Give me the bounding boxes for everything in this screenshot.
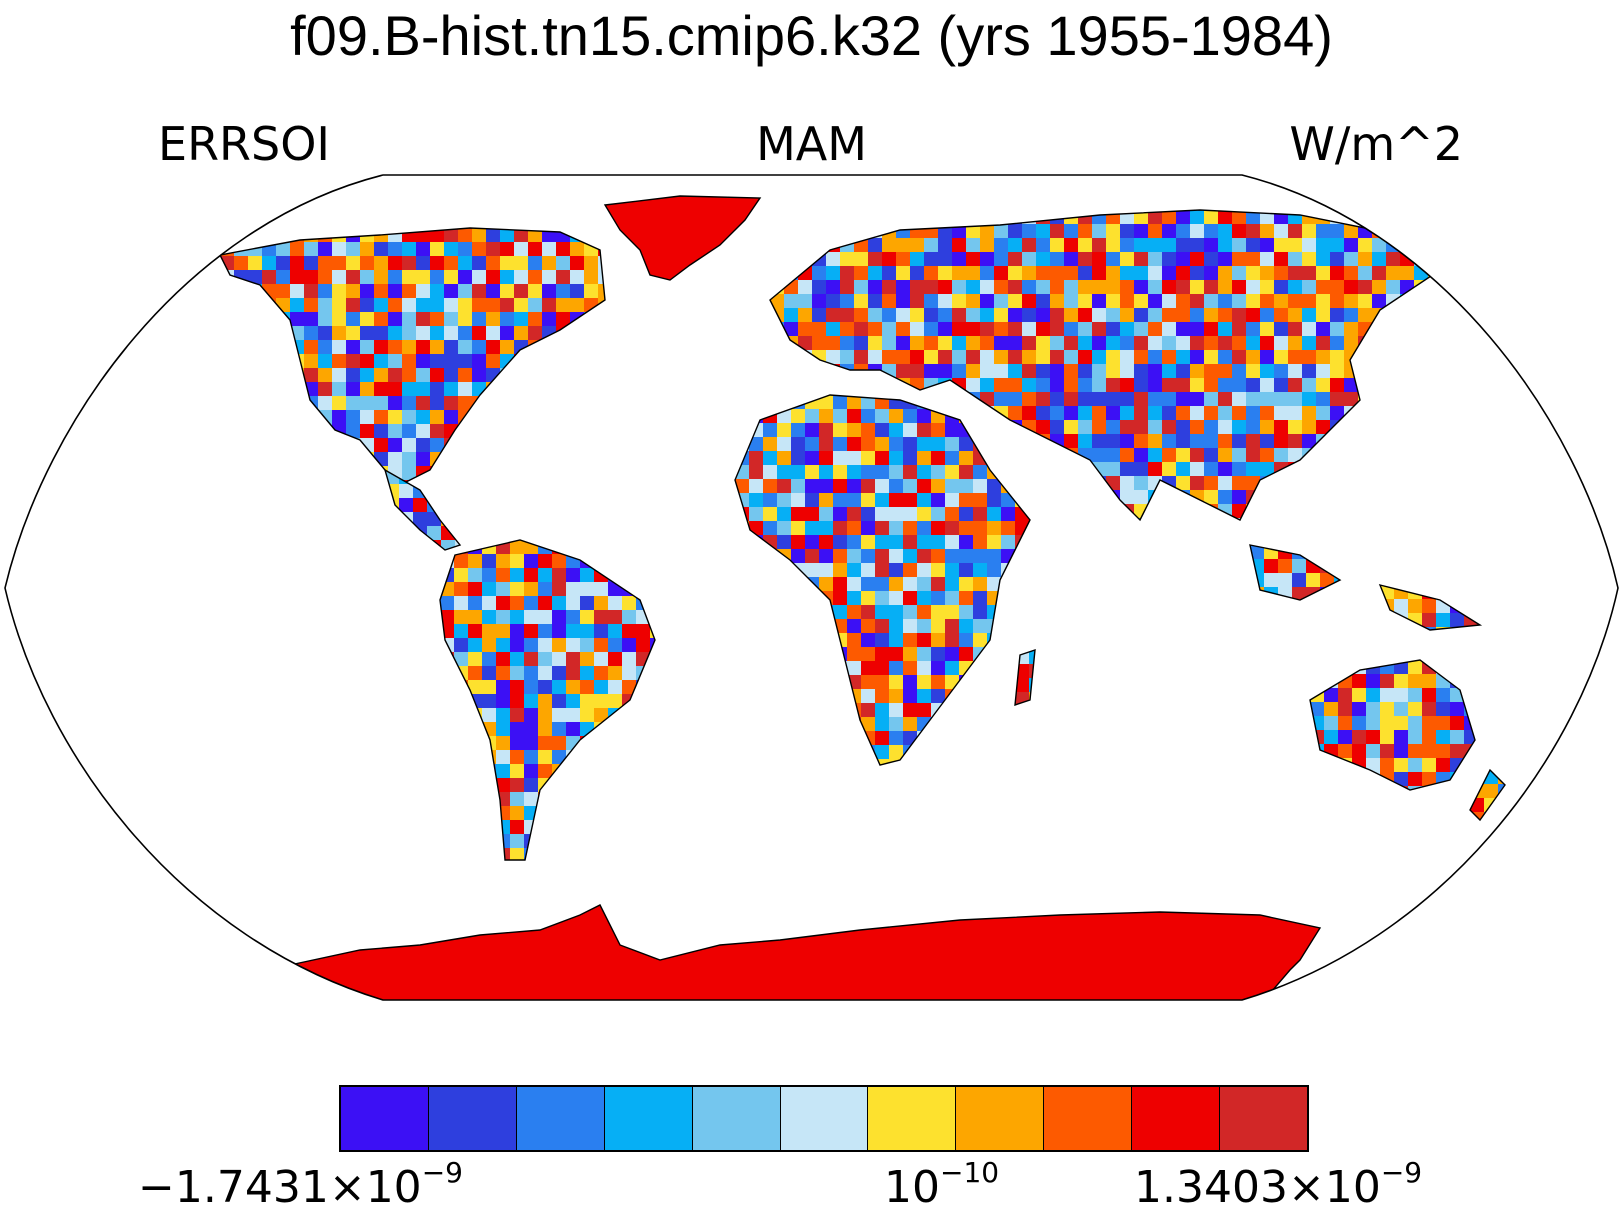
land-field bbox=[218, 195, 1506, 1000]
coastline bbox=[1309, 659, 1476, 791]
colorbar-box bbox=[428, 1087, 517, 1150]
colorbar-label-mantissa: 10 bbox=[884, 1162, 940, 1213]
colorbar-box bbox=[956, 1087, 1045, 1150]
coastline bbox=[1014, 648, 1036, 707]
continent-field bbox=[735, 395, 1030, 765]
coastline bbox=[769, 209, 1442, 522]
colorbar bbox=[339, 1085, 1309, 1152]
globe-outline bbox=[4, 174, 1619, 1001]
colorbar-max-label: 1.3403×10−9 bbox=[1134, 1159, 1422, 1216]
continent-field bbox=[220, 228, 605, 485]
coastline bbox=[439, 539, 656, 861]
greenland bbox=[603, 195, 762, 281]
colorbar-box bbox=[604, 1087, 693, 1150]
colorbar-label-mantissa: −1.7431×10 bbox=[138, 1162, 422, 1213]
colorbar-label-exponent: −9 bbox=[1380, 1156, 1423, 1189]
colorbar-label-exponent: −10 bbox=[940, 1156, 1000, 1189]
colorbar-box bbox=[1220, 1087, 1307, 1150]
colorbar-box bbox=[1044, 1087, 1133, 1150]
plot-title: f09.B-hist.tn15.cmip6.k32 (yrs 1955-1984… bbox=[290, 4, 1333, 67]
coastline bbox=[218, 227, 606, 486]
colorbar-box bbox=[1132, 1087, 1221, 1150]
continent-field bbox=[1250, 545, 1340, 600]
coastline bbox=[1469, 768, 1506, 822]
colorbar-label-exponent: −9 bbox=[421, 1156, 463, 1189]
antarctica bbox=[287, 904, 1322, 1000]
colorbar-box bbox=[692, 1087, 781, 1150]
continent-field bbox=[440, 540, 655, 860]
colorbar-box bbox=[868, 1087, 957, 1150]
units-label: W/m^2 bbox=[1289, 117, 1463, 171]
season-label: MAM bbox=[756, 117, 867, 171]
colorbar-label-mantissa: 1.3403×10 bbox=[1134, 1162, 1381, 1213]
coastline bbox=[383, 468, 462, 551]
colorbar-min-label: −1.7431×10−9 bbox=[138, 1159, 463, 1216]
coastline bbox=[1378, 583, 1483, 631]
variable-label: ERRSOI bbox=[158, 117, 330, 171]
coastline bbox=[1249, 544, 1342, 601]
colorbar-box bbox=[516, 1087, 605, 1150]
colorbar-box bbox=[780, 1087, 869, 1150]
continent-field bbox=[1310, 660, 1475, 790]
colorbar-box bbox=[341, 1087, 429, 1150]
coastline bbox=[734, 394, 1031, 766]
world-map bbox=[4, 174, 1619, 1001]
colorbar-mid-label: 10−10 bbox=[884, 1159, 999, 1216]
